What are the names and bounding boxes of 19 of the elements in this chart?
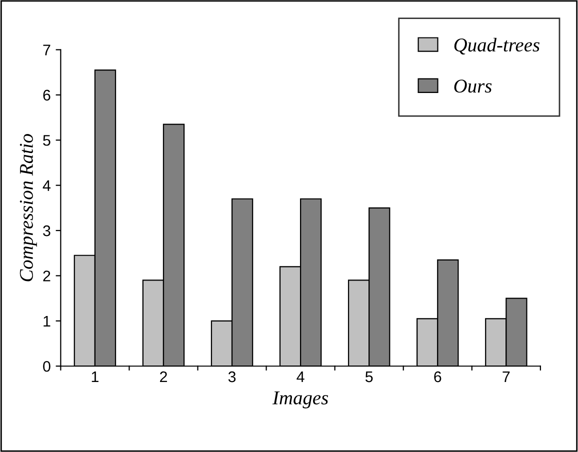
legend-label: Quad-trees xyxy=(454,38,540,55)
y-tick-label: 4 xyxy=(42,180,51,191)
legend-label: Ours xyxy=(454,80,492,93)
x-tick-label: 3 xyxy=(228,371,236,382)
y-tick-label: 6 xyxy=(43,90,50,101)
y-tick-label: 2 xyxy=(43,270,50,282)
x-tick-label: 5 xyxy=(365,372,373,382)
x-tick-label: 7 xyxy=(502,372,510,382)
y-axis-title: Compression Ratio xyxy=(20,134,37,282)
x-tick-label: 6 xyxy=(434,371,442,382)
y-tick-label: 7 xyxy=(43,44,50,56)
y-tick-label: 5 xyxy=(43,135,50,146)
y-tick-label: 3 xyxy=(43,225,50,236)
x-axis-title: Images xyxy=(272,392,328,408)
y-tick-label: 1 xyxy=(44,316,50,326)
x-tick-label: 1 xyxy=(92,372,98,382)
x-tick-label: 4 xyxy=(296,372,304,382)
x-tick-label: 2 xyxy=(160,371,167,382)
y-tick-label: 0 xyxy=(43,360,50,372)
